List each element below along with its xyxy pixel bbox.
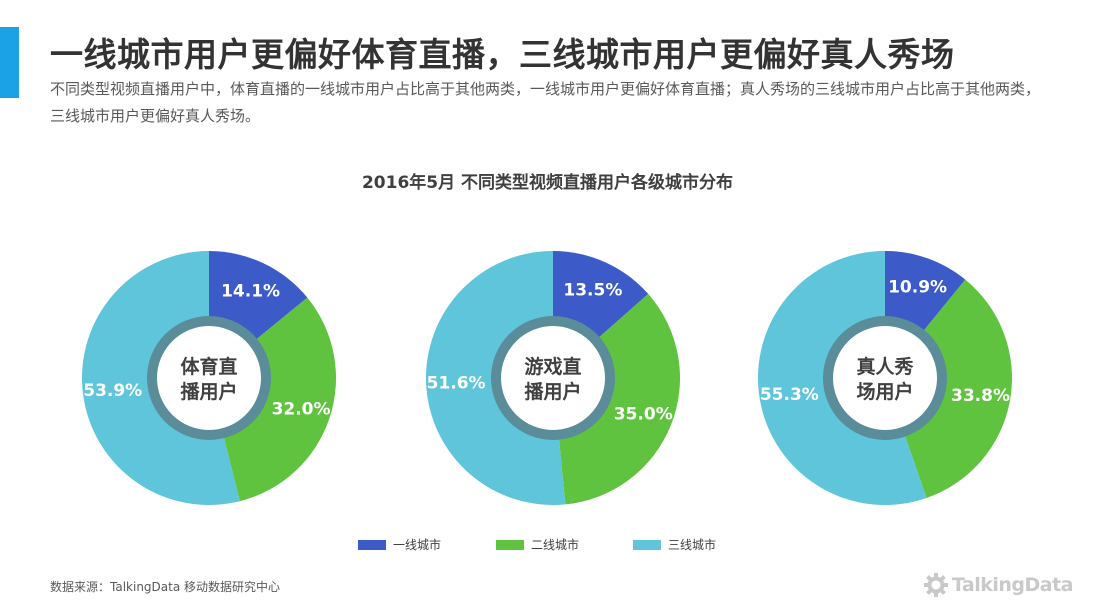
slice-label-tier3: 51.6% — [427, 374, 486, 394]
donut-center-label: 体育直 — [180, 355, 237, 378]
legend-swatch-tier2 — [496, 539, 524, 550]
legend-swatch-tier3 — [633, 539, 661, 550]
page-subtitle: 不同类型视频直播用户中，体育直播的一线城市用户占比高于其他两类，一线城市用户更偏… — [50, 80, 1041, 125]
page-title: 一线城市用户更偏好体育直播，三线城市用户更偏好真人秀场 — [50, 35, 955, 74]
slice-label-tier2: 33.8% — [951, 386, 1010, 406]
data-source-note: 数据来源：TalkingData 移动数据研究中心 — [50, 580, 281, 594]
donut-hole — [501, 326, 605, 430]
slice-label-tier1: 13.5% — [563, 281, 622, 301]
legend-item-tier1: 一线城市 — [358, 536, 441, 553]
slice-label-tier2: 35.0% — [614, 405, 673, 425]
legend-label-tier2: 二线城市 — [531, 538, 580, 552]
slice-label-tier2: 32.0% — [272, 400, 331, 420]
donut-center-label: 游戏直 — [524, 355, 581, 378]
talkingdata-logo: TalkingData — [923, 572, 1074, 598]
donut-center-label: 场用户 — [856, 380, 913, 403]
donut-hole — [833, 326, 937, 430]
donut-center-label: 真人秀 — [856, 355, 914, 378]
donut-center-label: 播用户 — [180, 380, 237, 403]
donut-center-label: 播用户 — [524, 380, 581, 403]
slice-label-tier3: 55.3% — [760, 385, 819, 405]
logo-text: TalkingData — [951, 574, 1074, 596]
donut-hole — [157, 326, 261, 430]
slice-label-tier1: 10.9% — [888, 278, 947, 298]
legend-label-tier1: 一线城市 — [393, 538, 442, 552]
chart-title: 2016年5月 不同类型视频直播用户各级城市分布 — [361, 173, 734, 193]
talkingdata-gear-logo-icon — [923, 573, 948, 597]
legend-item-tier3: 三线城市 — [633, 536, 716, 553]
chart-legend: 一线城市 二线城市 三线城市 — [0, 536, 1095, 554]
legend-item-tier2: 二线城市 — [496, 536, 579, 553]
slice-tier2 — [209, 297, 336, 502]
legend-swatch-tier1 — [358, 539, 386, 550]
slice-tier2 — [885, 279, 1012, 499]
slice-label-tier3: 53.9% — [83, 381, 142, 401]
legend-label-tier3: 三线城市 — [668, 538, 717, 552]
slice-tier2 — [553, 293, 680, 505]
title-accent-bar — [0, 27, 19, 98]
slice-label-tier1: 14.1% — [221, 281, 280, 301]
